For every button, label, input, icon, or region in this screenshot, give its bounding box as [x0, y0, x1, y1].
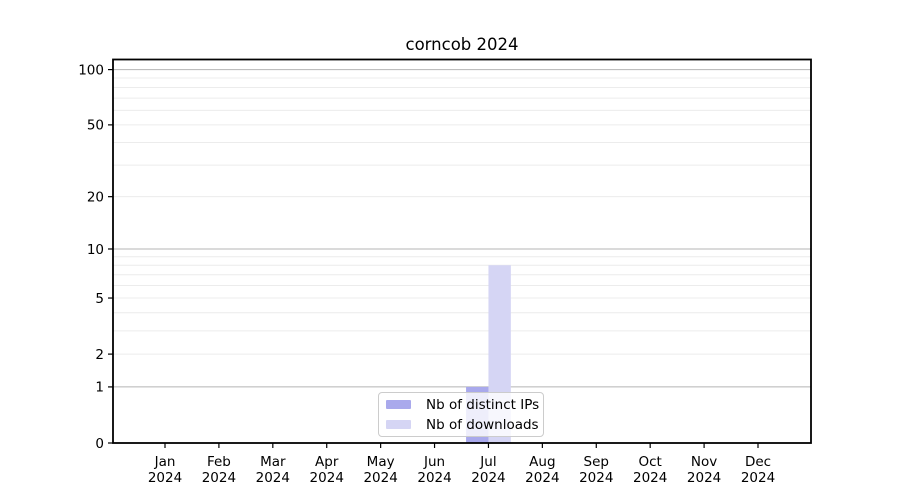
x-tick-label-month: Jan: [154, 454, 176, 470]
x-tick-label-year: 2024: [148, 470, 182, 486]
y-tick-label: 50: [87, 118, 104, 134]
y-tick-label: 0: [95, 436, 104, 452]
legend-label-distinct-ips: Nb of distinct IPs: [426, 396, 540, 413]
x-tick-label-month: Oct: [639, 454, 662, 470]
x-tick-label-year: 2024: [579, 470, 613, 486]
y-tick-label: 10: [87, 242, 104, 258]
x-tick-label-month: Sep: [584, 454, 609, 470]
x-tick-label-month: Jun: [423, 454, 445, 470]
x-tick-label-year: 2024: [202, 470, 236, 486]
legend-swatch-distinct-ips: [386, 400, 411, 409]
x-tick-label-year: 2024: [471, 470, 505, 486]
x-tick-label-month: Apr: [315, 454, 339, 470]
plot-border: [112, 58, 812, 444]
legend-item-distinct-ips: Nb of distinct IPs: [386, 397, 543, 413]
x-tick-label-month: May: [367, 454, 395, 470]
x-tick-label-month: Jul: [479, 454, 496, 470]
legend-item-downloads: Nb of downloads: [386, 417, 543, 433]
x-tick-label-month: Feb: [207, 454, 231, 470]
y-tick-label: 5: [95, 291, 104, 307]
x-tick-label-month: Mar: [260, 454, 286, 470]
x-tick-label-year: 2024: [310, 470, 344, 486]
x-tick-label-year: 2024: [687, 470, 721, 486]
x-tick-label-month: Aug: [529, 454, 555, 470]
chart-title: corncob 2024: [405, 35, 519, 54]
x-tick-label-year: 2024: [741, 470, 775, 486]
legend-swatch-downloads: [386, 420, 411, 429]
y-tick-label: 1: [95, 380, 104, 396]
x-tick-label-month: Dec: [745, 454, 771, 470]
x-tick-label-month: Nov: [691, 454, 717, 470]
legend-label-downloads: Nb of downloads: [426, 416, 539, 433]
x-tick-label-year: 2024: [633, 470, 667, 486]
x-tick-label-year: 2024: [417, 470, 451, 486]
y-tick-label: 20: [87, 189, 104, 205]
x-tick-label-year: 2024: [256, 470, 290, 486]
x-tick-label-year: 2024: [363, 470, 397, 486]
legend: Nb of distinct IPs Nb of downloads: [378, 392, 544, 437]
y-tick-label: 2: [95, 347, 104, 363]
y-tick-label: 100: [78, 62, 104, 78]
x-tick-label-year: 2024: [525, 470, 559, 486]
